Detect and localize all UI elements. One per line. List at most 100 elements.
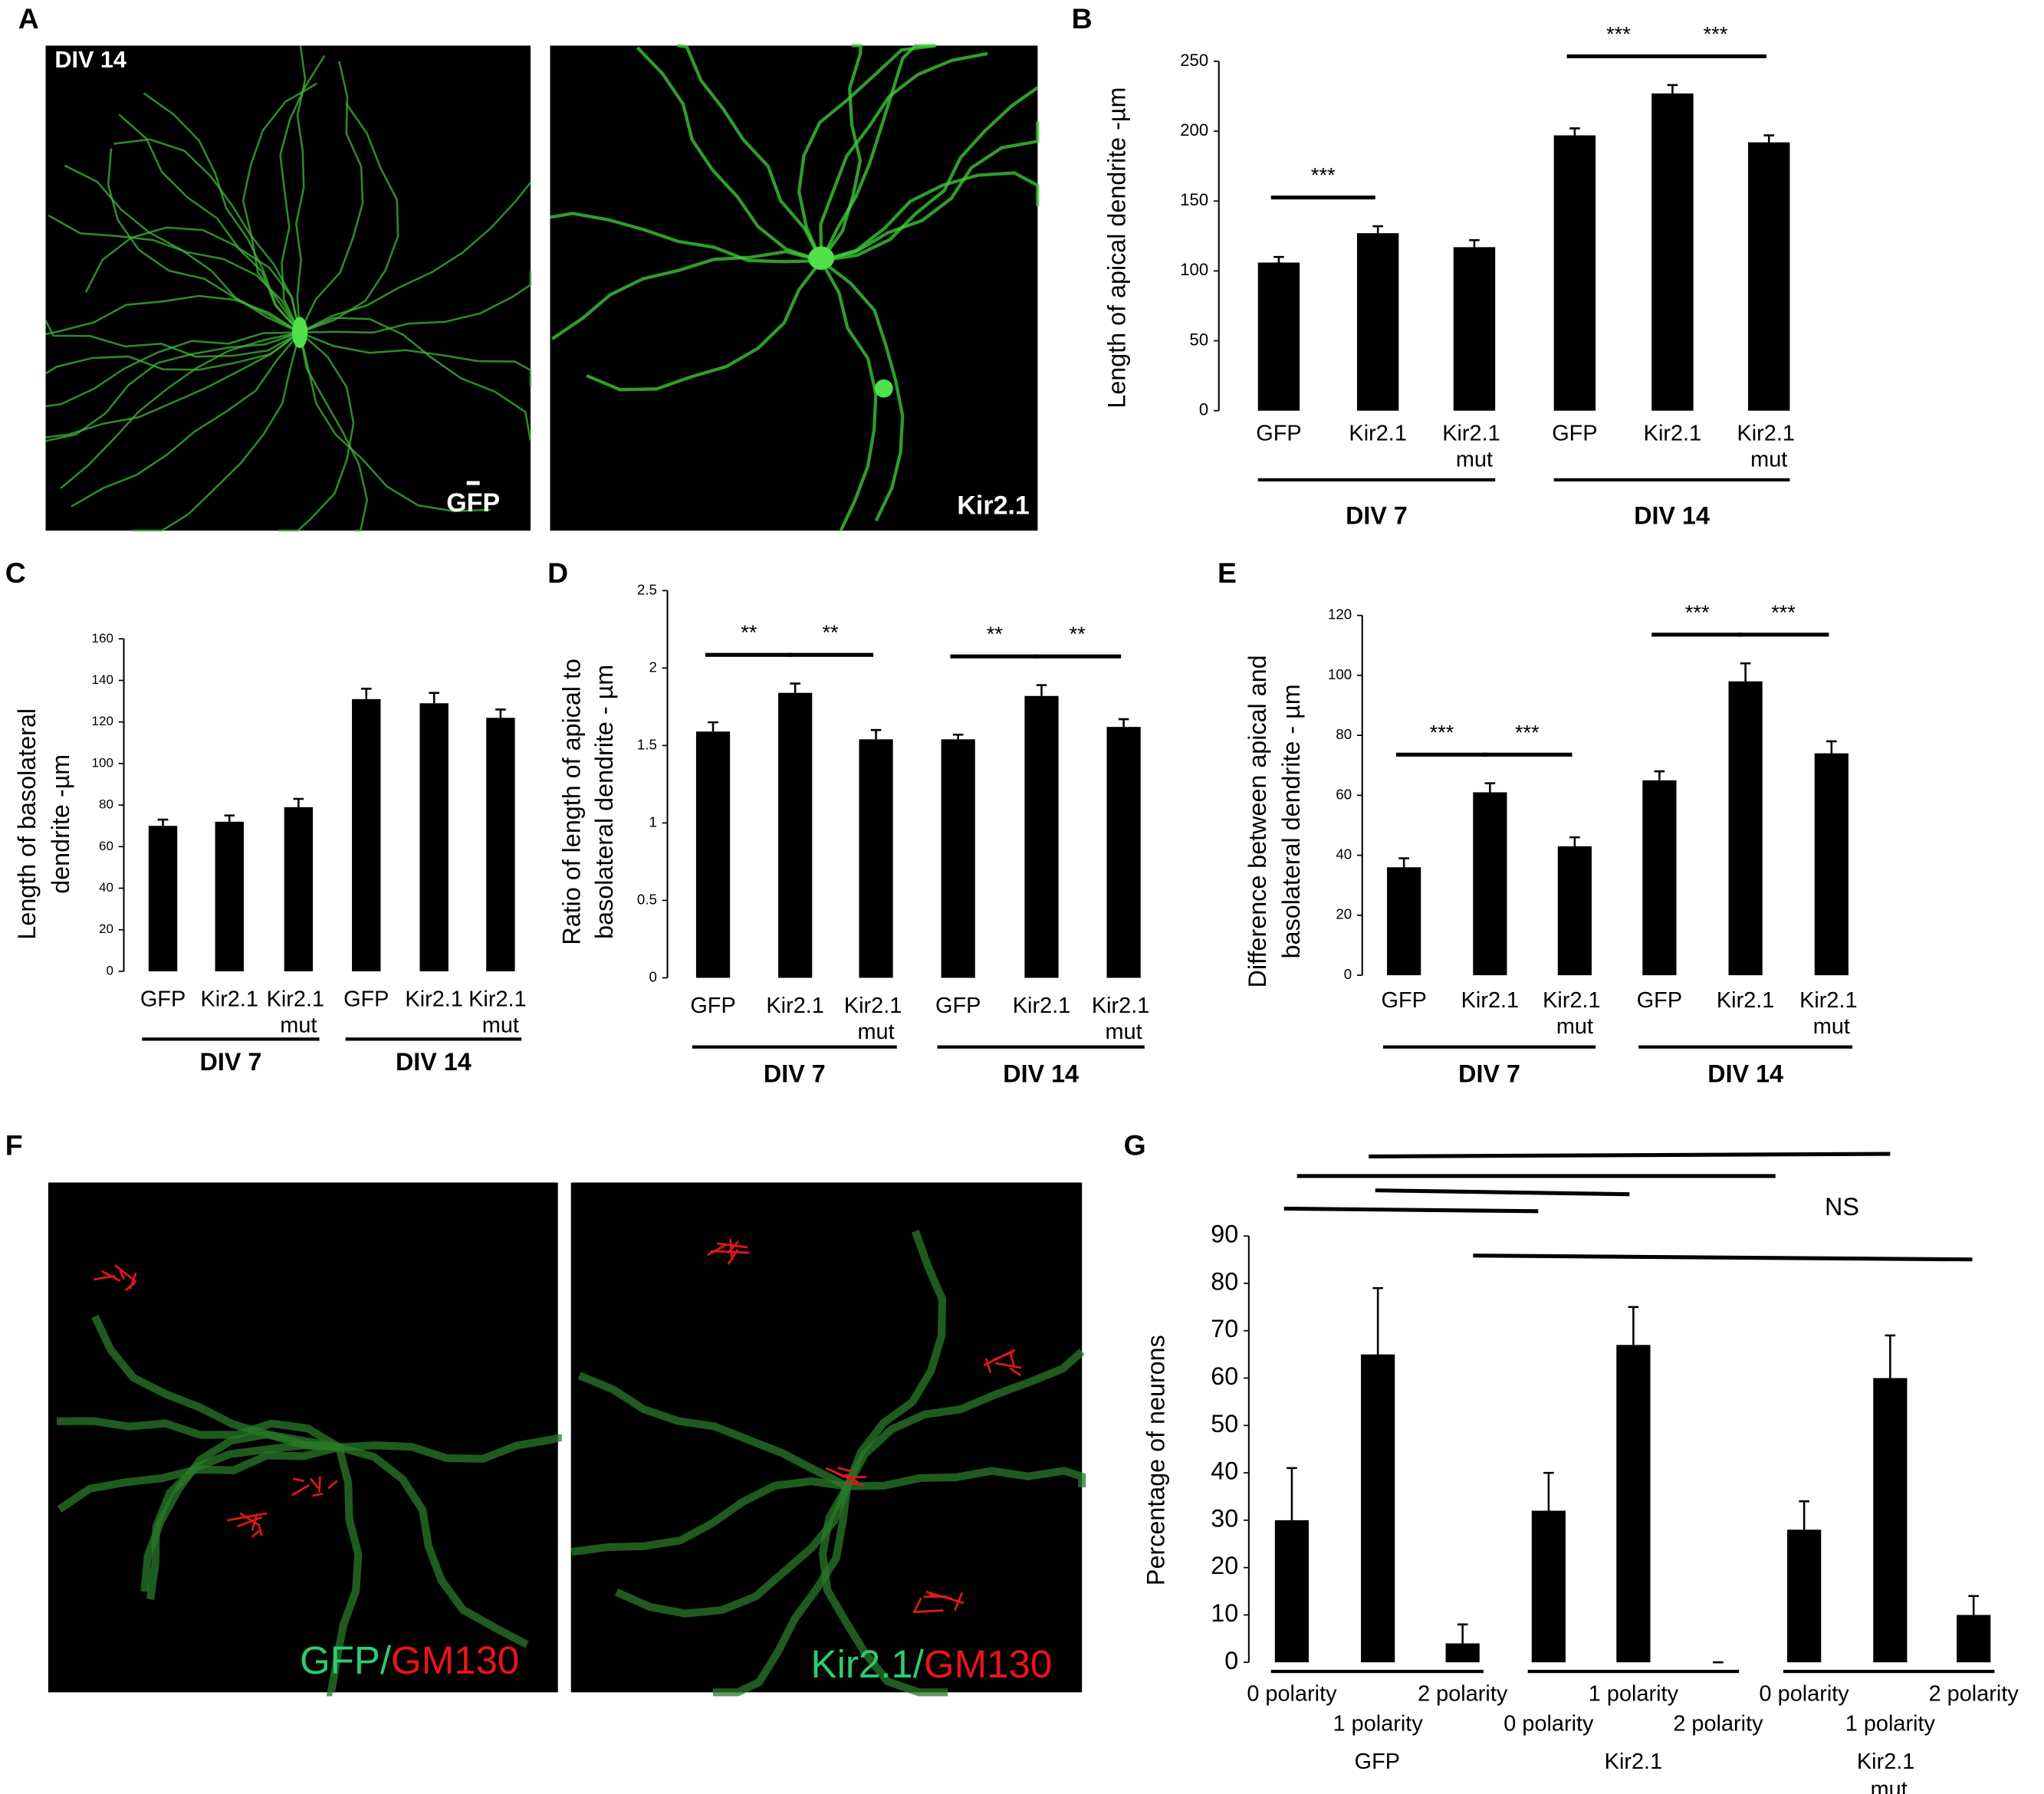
bar <box>1553 135 1596 411</box>
error-bar <box>1569 127 1580 136</box>
error-bar <box>495 708 506 718</box>
x-tick-label: 1 polarity <box>1845 1712 1936 1737</box>
x-tick-label: Kir2.1 mut <box>1737 421 1801 472</box>
y-axis-label: dendrite -µm <box>47 754 74 894</box>
bar <box>1361 1354 1395 1663</box>
golgi <box>327 1480 338 1490</box>
neurite <box>300 271 532 334</box>
golgi <box>710 1250 750 1254</box>
y-tick-label: 0.5 <box>637 891 657 907</box>
golgi <box>129 1272 137 1290</box>
golgi <box>318 1476 321 1493</box>
x-tick-label: Kir2.1 mut <box>844 993 908 1043</box>
micrograph-kir <box>550 45 1038 531</box>
group-label: DIV 14 <box>1707 1060 1783 1088</box>
y-tick-label: 250 <box>1180 51 1208 70</box>
x-tick-label: 2 polarity <box>1418 1681 1508 1706</box>
neurite <box>820 260 878 532</box>
golgi <box>845 1480 863 1487</box>
neurite <box>338 1434 562 1463</box>
image-label: GFP <box>446 488 500 518</box>
y-tick-label: 60 <box>1211 1362 1238 1390</box>
neurite <box>298 61 364 334</box>
neurite <box>45 331 301 442</box>
error-bar <box>1799 1500 1809 1530</box>
x-tick-label: 1 polarity <box>1333 1712 1424 1737</box>
micrograph-gfp <box>45 45 531 531</box>
neurite <box>820 86 1039 263</box>
error-bar <box>360 688 372 699</box>
significance-label: ** <box>987 622 1004 646</box>
y-tick-label: 40 <box>1211 1457 1238 1485</box>
bar <box>1531 1510 1566 1663</box>
golgi <box>984 1358 992 1373</box>
y-tick-label: 30 <box>1211 1504 1238 1532</box>
significance-label: *** <box>1771 600 1796 624</box>
y-axis-label: Length of apical dendrite -µm <box>1103 87 1130 409</box>
error-bar <box>1543 1471 1554 1511</box>
bracket <box>1375 1188 1630 1197</box>
error-bar <box>1569 836 1580 846</box>
y-tick-label: 1.5 <box>637 736 657 752</box>
stain-green: GFP <box>300 1638 380 1682</box>
neurite <box>326 1446 363 1697</box>
panel-label: G <box>1124 1129 1146 1161</box>
error-bar <box>1740 662 1751 682</box>
neurite <box>843 1230 947 1488</box>
y-tick-label: 2.5 <box>637 581 657 597</box>
y-tick-label: 20 <box>1211 1552 1238 1579</box>
x-tick-label: 0 polarity <box>1503 1712 1594 1737</box>
y-tick-label: 10 <box>1211 1599 1238 1627</box>
golgi <box>293 1477 304 1483</box>
neurite <box>843 1349 1085 1489</box>
x-tick-label: GFP <box>935 993 981 1017</box>
x-tick-label: GFP <box>1381 988 1426 1013</box>
y-tick-label: 40 <box>1336 846 1352 863</box>
y-tick-label: 20 <box>1336 906 1352 922</box>
bar <box>1728 681 1763 976</box>
neurite <box>570 1477 848 1556</box>
bar <box>1957 1615 1991 1663</box>
golgi <box>994 1362 1022 1369</box>
significance-label: ** <box>822 620 839 644</box>
y-tick-label: 0 <box>1344 966 1352 982</box>
neurite <box>298 332 369 532</box>
neurite <box>57 1443 340 1513</box>
significance-label: *** <box>1311 163 1336 187</box>
y-tick-label: 100 <box>1328 666 1352 682</box>
x-tick-label: Kir2.1 mut <box>1092 993 1155 1043</box>
golgi <box>912 1597 922 1613</box>
group-label: Kir2.1 mut <box>1857 1750 1921 1794</box>
y-tick-label: 20 <box>99 922 113 936</box>
neurite <box>45 294 301 336</box>
golgi <box>258 1526 263 1536</box>
neurite <box>56 1417 341 1451</box>
x-tick-label: GFP <box>140 987 186 1011</box>
significance-label: ** <box>741 620 757 644</box>
golgi <box>312 1493 324 1497</box>
golgi <box>119 1270 126 1280</box>
golgi <box>729 1238 734 1260</box>
y-tick-label: 40 <box>99 880 113 895</box>
y-tick-label: 200 <box>1180 120 1208 140</box>
neurite <box>712 1486 852 1697</box>
golgi <box>1009 1353 1016 1368</box>
bar <box>1356 233 1399 411</box>
ns-label: NS <box>1825 1193 1859 1221</box>
x-tick-label: 1 polarity <box>1589 1681 1679 1706</box>
bar <box>284 807 314 971</box>
error-bar <box>293 797 304 807</box>
stage-label: DIV 14 <box>54 47 127 73</box>
error-bar <box>1826 740 1837 754</box>
x-tick-label: Kir2.1 <box>1461 988 1519 1013</box>
y-tick-label: 120 <box>1328 606 1352 623</box>
x-tick-label: Kir2.1 mut <box>267 987 330 1037</box>
soma <box>808 246 835 271</box>
neurite <box>820 44 863 262</box>
group-label: DIV 14 <box>1003 1060 1079 1088</box>
bar <box>1445 1643 1480 1663</box>
neurite <box>45 331 301 408</box>
y-axis-label: basolateral dendrite - µm <box>1277 684 1305 958</box>
x-tick-label: GFP <box>343 987 389 1011</box>
error-bar <box>1968 1595 1979 1615</box>
